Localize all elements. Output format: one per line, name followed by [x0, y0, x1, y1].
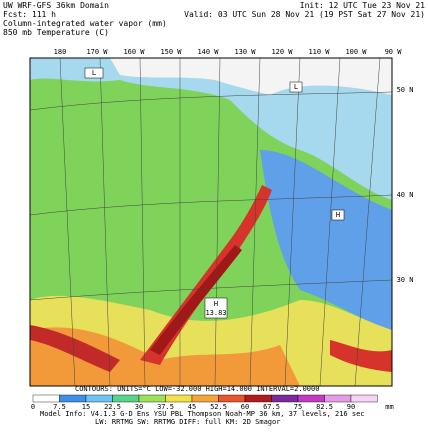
colorbar-label: 75 [294, 403, 302, 411]
colorbar-swatch [350, 394, 378, 403]
marker-box [204, 297, 228, 319]
lon-label: 130 W [234, 48, 256, 56]
colorbar-swatch [324, 394, 352, 403]
lon-label: 140 W [197, 48, 219, 56]
lon-label: 160 W [123, 48, 145, 56]
marker-box [289, 81, 303, 93]
model-info: LW: RRTMG SW: RRTMG DIFF: full KM: 2D Sm… [95, 418, 280, 426]
lon-label: 120 W [271, 48, 293, 56]
colorbar-swatch [138, 394, 166, 403]
colorbar-swatch [271, 394, 299, 403]
lon-label: 150 W [160, 48, 182, 56]
markers: L L H 13.83 H [84, 67, 345, 319]
marker-box [84, 67, 104, 79]
colorbar-swatch [59, 394, 87, 403]
moisture-low [30, 58, 392, 200]
atmospheric-river-core [150, 245, 242, 355]
moisture-band [330, 340, 392, 372]
colorbar-label: 7.5 [53, 403, 66, 411]
colorbar-label: 45 [188, 403, 196, 411]
colorbar-swatch [85, 394, 113, 403]
graticule [29, 57, 393, 387]
lon-label: 100 W [345, 48, 367, 56]
lon-label: 170 W [86, 48, 108, 56]
moisture-high [30, 327, 300, 386]
lat-label: 40 N [397, 191, 414, 199]
header-line: Valid: 03 UTC Sun 28 Nov 21 (19 PST Sat … [184, 10, 425, 19]
colorbar-label: 37.5 [157, 403, 174, 411]
colorbar-label: 15 [82, 403, 90, 411]
header-line: Init: 12 UTC Tue 23 Nov 21 [300, 1, 425, 10]
header-line: Column-integrated water vapor (mm) [3, 19, 167, 28]
colorbar-swatch [165, 394, 193, 403]
colorbar-label: 60 [241, 403, 249, 411]
colorbar-label: mm [385, 403, 393, 411]
colorbar-label: 82.5 [316, 403, 333, 411]
model-info: Model Info: V4.1.3 G-D Ens YSU PBL Thomp… [40, 410, 365, 418]
lat-label: 50 N [397, 86, 414, 94]
header-line: Fcst: 111 h [3, 10, 56, 19]
colorbar-swatch [297, 394, 325, 403]
lon-labels: 180 170 W 160 W 150 W 140 W 130 W 120 W 110 W 10… [54, 48, 403, 56]
colorbar-swatch [191, 394, 219, 403]
lat-labels: 50 N 40 N 30 N [397, 86, 414, 284]
dry-land [260, 150, 392, 330]
contour-info: CONTOURS: UNITS=°C LOW=-32.000 HIGH=14.0… [75, 385, 319, 393]
header-line: UW WRF-GFS 36km Domain [3, 1, 109, 10]
marker-label: L [92, 69, 96, 77]
colorbar-label: 30 [135, 403, 143, 411]
marker-label: H [214, 300, 218, 308]
colorbar-swatch [218, 394, 246, 403]
lat-label: 30 N [397, 276, 414, 284]
colorbar-label: 67.5 [263, 403, 280, 411]
marker-label: L [294, 83, 298, 91]
colorbar-label: 0 [31, 403, 35, 411]
colorbar-label: 90 [347, 403, 355, 411]
header-line: 850 mb Temperature (C) [3, 28, 109, 37]
colorbar-label: 52.5 [210, 403, 227, 411]
colorbar-swatch [32, 394, 60, 403]
land-ice [110, 58, 392, 95]
map-frame [29, 57, 393, 387]
marker-box [331, 209, 345, 221]
header: UW WRF-GFS 36km Domain Fcst: 111 h Colum… [3, 1, 425, 37]
atmospheric-river [140, 185, 272, 365]
colorbar-label: 22.5 [104, 403, 121, 411]
lon-label: 180 [54, 48, 67, 56]
colorbar-swatch [112, 394, 140, 403]
marker-label: H [336, 211, 340, 219]
lon-label: 90 W [385, 48, 403, 56]
map [29, 57, 393, 387]
marker-value: 13.83 [205, 309, 226, 317]
moisture-band [30, 325, 120, 372]
colorbar-swatch [244, 394, 272, 403]
lon-label: 110 W [308, 48, 330, 56]
colorbar: 0 7.5 15 22.5 30 37.5 45 52.5 60 67.5 75 82.5 90 mm [31, 394, 394, 411]
